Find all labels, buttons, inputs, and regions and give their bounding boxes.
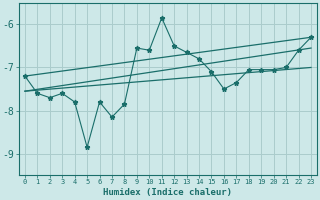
X-axis label: Humidex (Indice chaleur): Humidex (Indice chaleur) <box>103 188 232 197</box>
